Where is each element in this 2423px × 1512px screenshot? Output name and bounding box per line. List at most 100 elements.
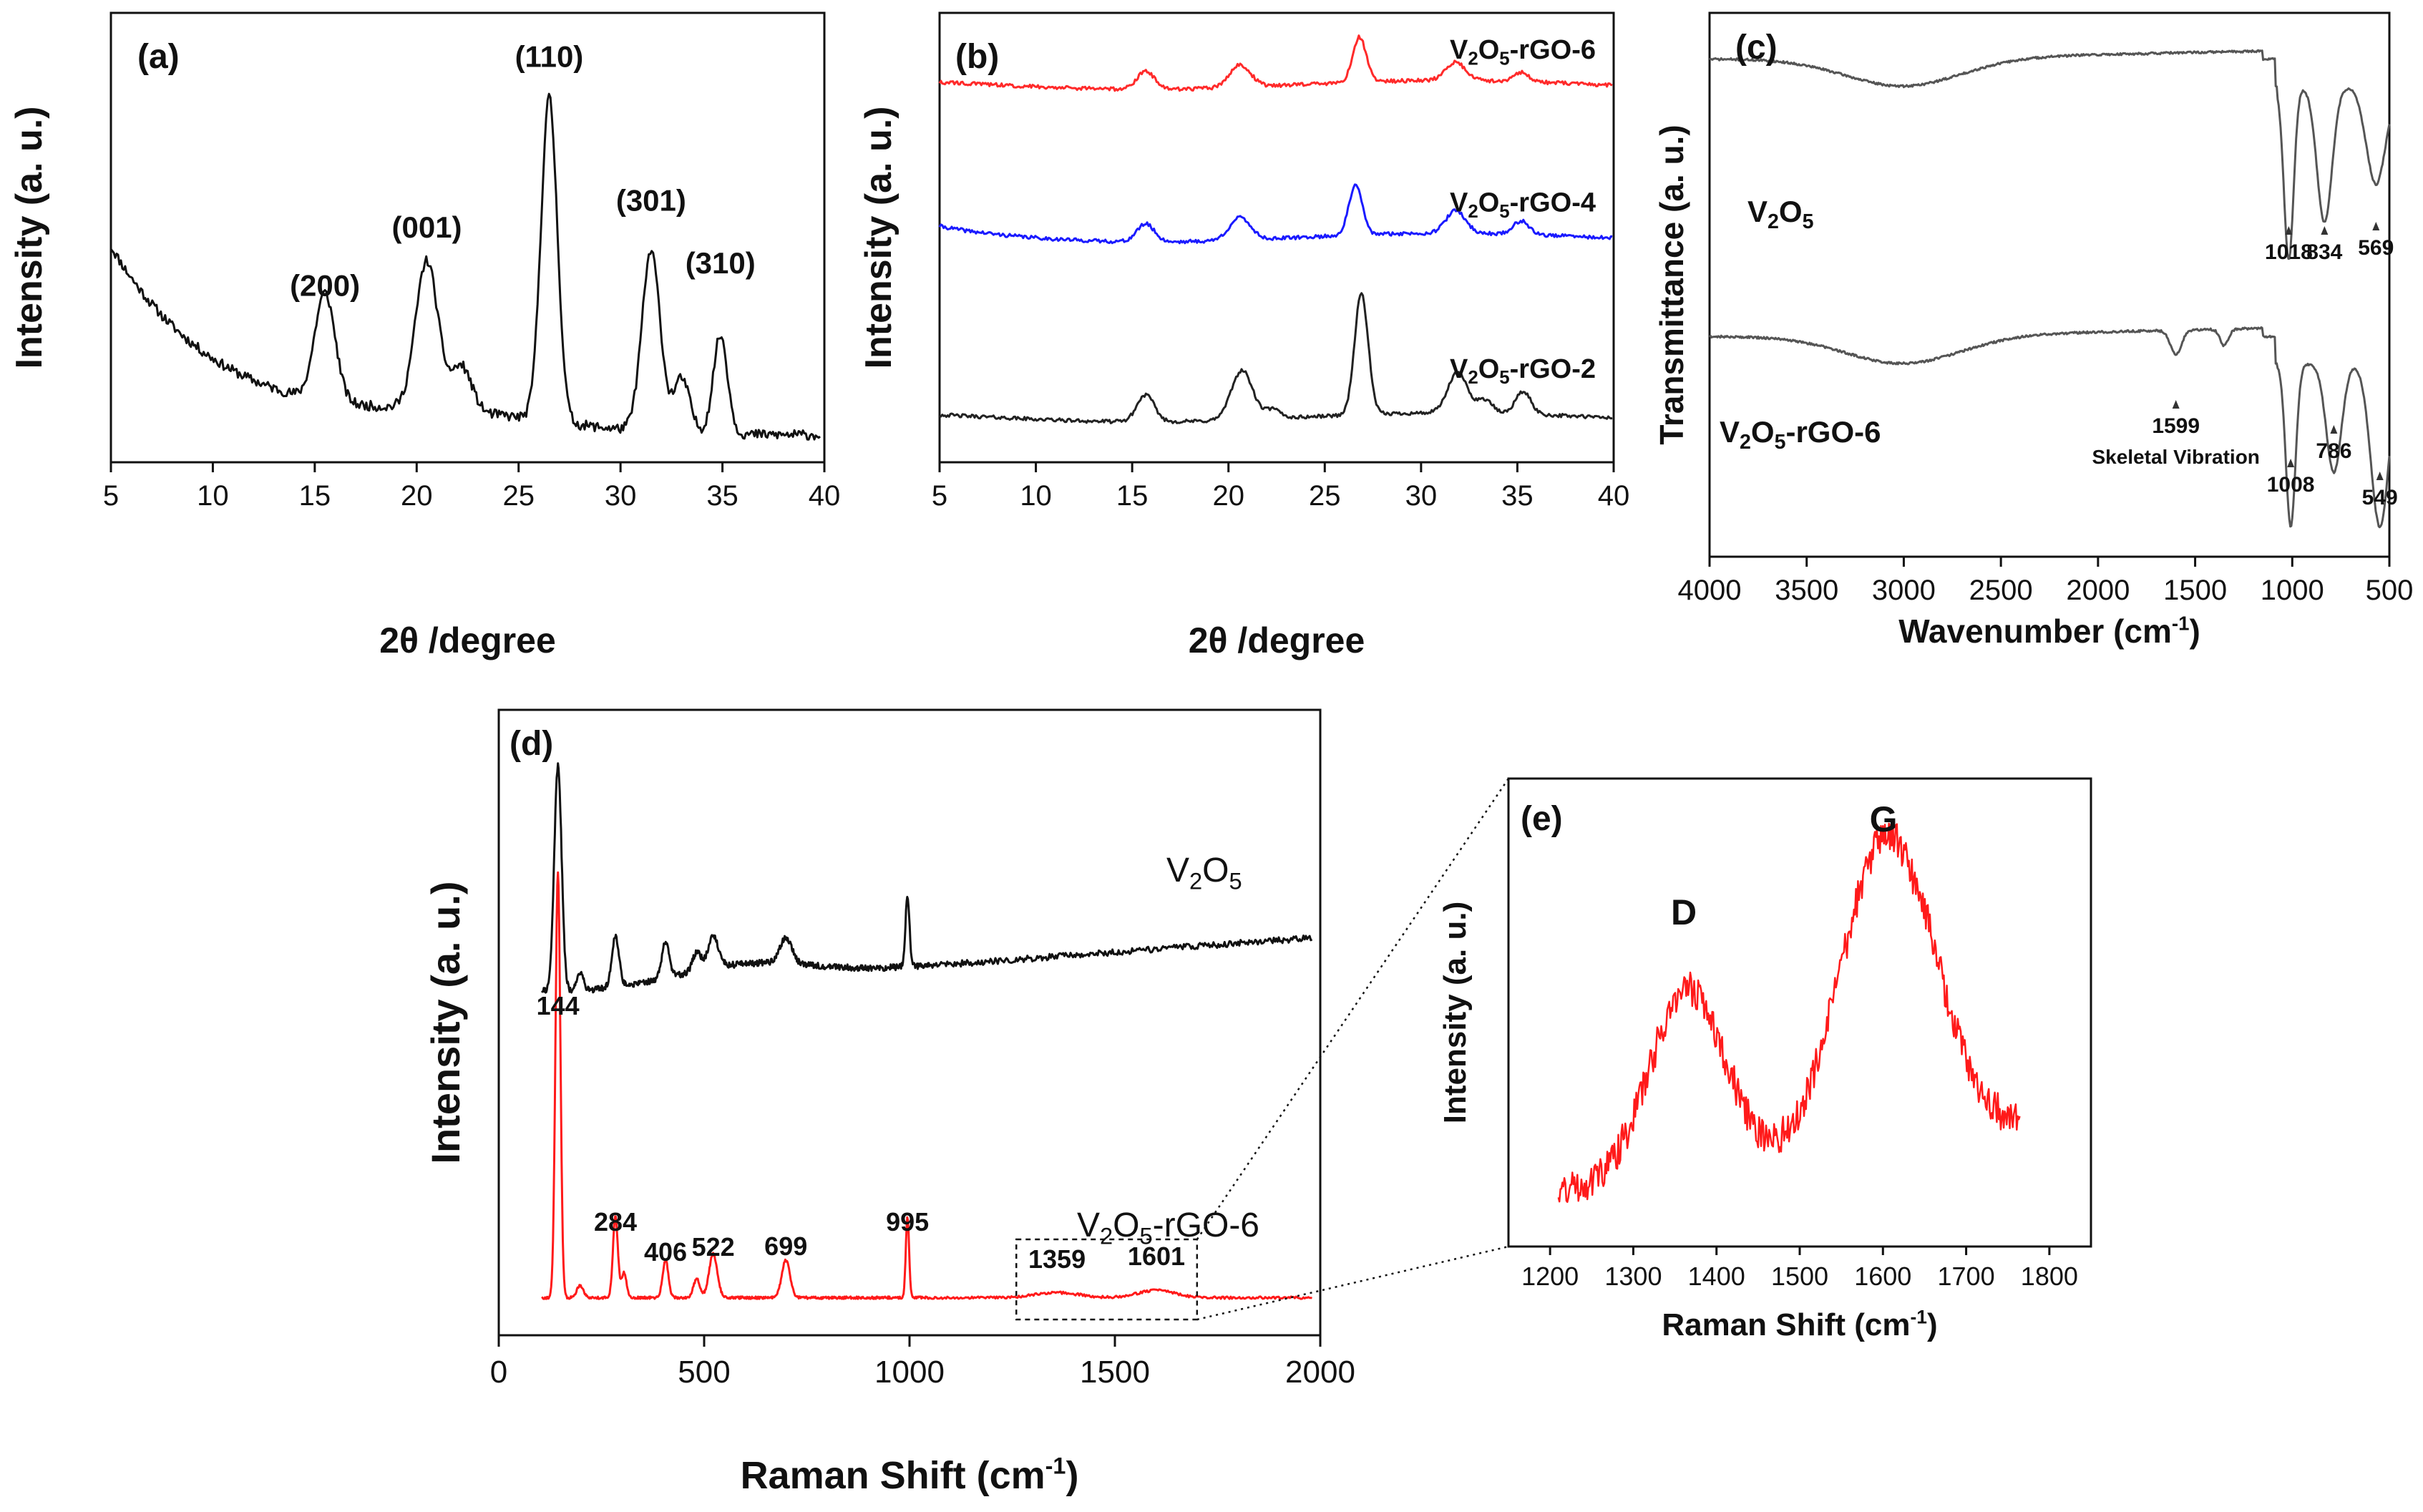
panel-c: 4000 3500 3000 2500 2000 1500 1000 500 V2​O5​ V2​… <box>1653 11 2414 650</box>
x-tick-label: 5 <box>103 480 119 512</box>
series-line <box>939 292 1613 424</box>
series-line <box>1708 326 2391 529</box>
peak-label: 1008 <box>2267 473 2315 497</box>
arrow-marker <box>2330 425 2338 434</box>
series-label: V2​O5​-rGO-6 <box>1720 415 1881 454</box>
series-line <box>541 871 1312 1300</box>
series-label: V2​O5​ <box>1747 195 1814 233</box>
arrow-marker <box>2376 472 2384 480</box>
x-tick-label: 1500 <box>1771 1262 1828 1291</box>
x-tick-label: 25 <box>1309 480 1341 512</box>
peak-label: (310) <box>686 246 756 280</box>
panels: 5 10 15 20 25 30 35 40 (200) (001) (110) (301)(310)… <box>9 11 2414 1497</box>
peak-label: 144 <box>537 991 580 1020</box>
y-axis-title: Transmittance (a. u.) <box>1653 125 1690 444</box>
plot-frame <box>938 11 1615 464</box>
peak-label: 284 <box>594 1207 637 1237</box>
y-axis-title: Intensity (a. u.) <box>423 881 468 1164</box>
x-tick-label: 3000 <box>1872 575 1936 606</box>
x-tick-label: 1700 <box>1938 1262 1995 1291</box>
series-label: V2​O5​-rGO-6 <box>1450 35 1596 69</box>
x-tick-label: 3500 <box>1775 575 1838 606</box>
series-label: V2​O5​-rGO-2 <box>1450 354 1596 388</box>
series-line <box>1708 49 2391 260</box>
peak-label: 1599 <box>2152 414 2200 438</box>
x-tick-label: 4000 <box>1678 575 1742 606</box>
x-tick-label: 0 <box>490 1355 507 1390</box>
arrow-marker <box>2321 226 2329 235</box>
x-tick-label: 15 <box>1116 480 1149 512</box>
x-tick-label: 10 <box>1020 480 1052 512</box>
peak-label: (001) <box>391 210 462 244</box>
x-axis-title: Wavenumber (cm-1) <box>1898 613 2200 650</box>
series-line <box>109 92 821 441</box>
x-axis-title: Raman Shift (cm-1) <box>1662 1306 1937 1342</box>
zoom-connector <box>1196 1245 1509 1321</box>
x-tick-label: 20 <box>1212 480 1244 512</box>
peak-label: 569 <box>2358 236 2394 260</box>
series-label: V2​O5​-rGO-6 <box>1077 1206 1259 1249</box>
arrow-marker <box>2287 459 2295 467</box>
x-tick-label: 500 <box>2366 575 2414 606</box>
x-tick-label: 2000 <box>1285 1355 1355 1390</box>
x-tick-label: 10 <box>197 480 229 512</box>
panel-label: (a) <box>137 38 180 76</box>
x-tick-label: 500 <box>678 1355 730 1390</box>
x-tick-label: 2000 <box>2066 575 2130 606</box>
plot-frame <box>1708 11 2391 558</box>
peak-label: D <box>1671 892 1697 932</box>
series-label: V2​O5​-rGO-4 <box>1450 187 1596 221</box>
peak-label: 1018 <box>2265 240 2313 264</box>
y-axis-title: Intensity (a. u.) <box>858 107 900 369</box>
x-tick-label: 1000 <box>874 1355 945 1390</box>
peak-label: (301) <box>616 183 686 217</box>
x-tick-label: 2500 <box>1969 575 2033 606</box>
series-label: V2​O5​ <box>1166 852 1242 894</box>
peak-label: 1601 <box>1128 1242 1185 1271</box>
series-line <box>540 762 1313 994</box>
plot-frame <box>109 11 826 464</box>
panel-label: (e) <box>1521 800 1563 838</box>
peak-label: 522 <box>692 1232 735 1262</box>
series-line <box>938 183 1613 245</box>
series-line <box>938 34 1613 92</box>
peak-label: 699 <box>764 1231 807 1261</box>
x-tick-label: 1500 <box>2163 575 2227 606</box>
panel-e: 1200 1300 1400 1500 1600 1700 1800 D G (e) Raman S… <box>1438 777 2092 1342</box>
x-tick-label: 1800 <box>2021 1262 2078 1291</box>
panel-label: (b) <box>955 38 999 76</box>
peak-label: 834 <box>2306 240 2342 264</box>
panel-label: (c) <box>1735 29 1778 67</box>
x-tick-label: 1500 <box>1080 1355 1150 1390</box>
x-tick-label: 1600 <box>1854 1262 1911 1291</box>
peak-label: 406 <box>644 1237 687 1267</box>
x-tick-label: 5 <box>932 480 947 512</box>
x-tick-label: 1000 <box>2261 575 2324 606</box>
peak-label: Skeletal Vibration <box>2092 446 2259 468</box>
x-tick-label: 1400 <box>1688 1262 1745 1291</box>
x-tick-label: 35 <box>1501 480 1534 512</box>
x-tick-label: 40 <box>1598 480 1630 512</box>
x-tick-label: 35 <box>706 480 738 512</box>
x-tick-label: 1300 <box>1604 1262 1662 1291</box>
arrow-marker <box>2372 222 2380 230</box>
x-tick-label: 30 <box>605 480 637 512</box>
panel-d: 0 500 1000 1500 2000 V2​O5​ V2​O5​-rGO-6 144 284… <box>423 708 1510 1497</box>
arrow-marker <box>2172 400 2180 409</box>
peak-label: (110) <box>515 39 584 73</box>
x-tick-label: 25 <box>502 480 535 512</box>
zoom-connector <box>1196 778 1510 1240</box>
x-tick-label: 1200 <box>1521 1262 1579 1291</box>
peak-label: G <box>1870 799 1898 839</box>
peak-label: 995 <box>886 1207 929 1237</box>
arrow-marker <box>2285 226 2293 235</box>
peak-label: 786 <box>2316 439 2351 463</box>
x-tick-label: 30 <box>1405 480 1438 512</box>
peak-label: (200) <box>290 269 360 303</box>
panel-label: (d) <box>510 725 553 763</box>
peak-label: 1359 <box>1028 1244 1086 1274</box>
panel-a: 5 10 15 20 25 30 35 40 (200) (001) (110) (301)(310)… <box>9 11 841 660</box>
x-axis-title: Raman Shift (cm-1) <box>741 1453 1079 1497</box>
x-tick-label: 40 <box>809 480 841 512</box>
x-tick-label: 15 <box>299 480 331 512</box>
